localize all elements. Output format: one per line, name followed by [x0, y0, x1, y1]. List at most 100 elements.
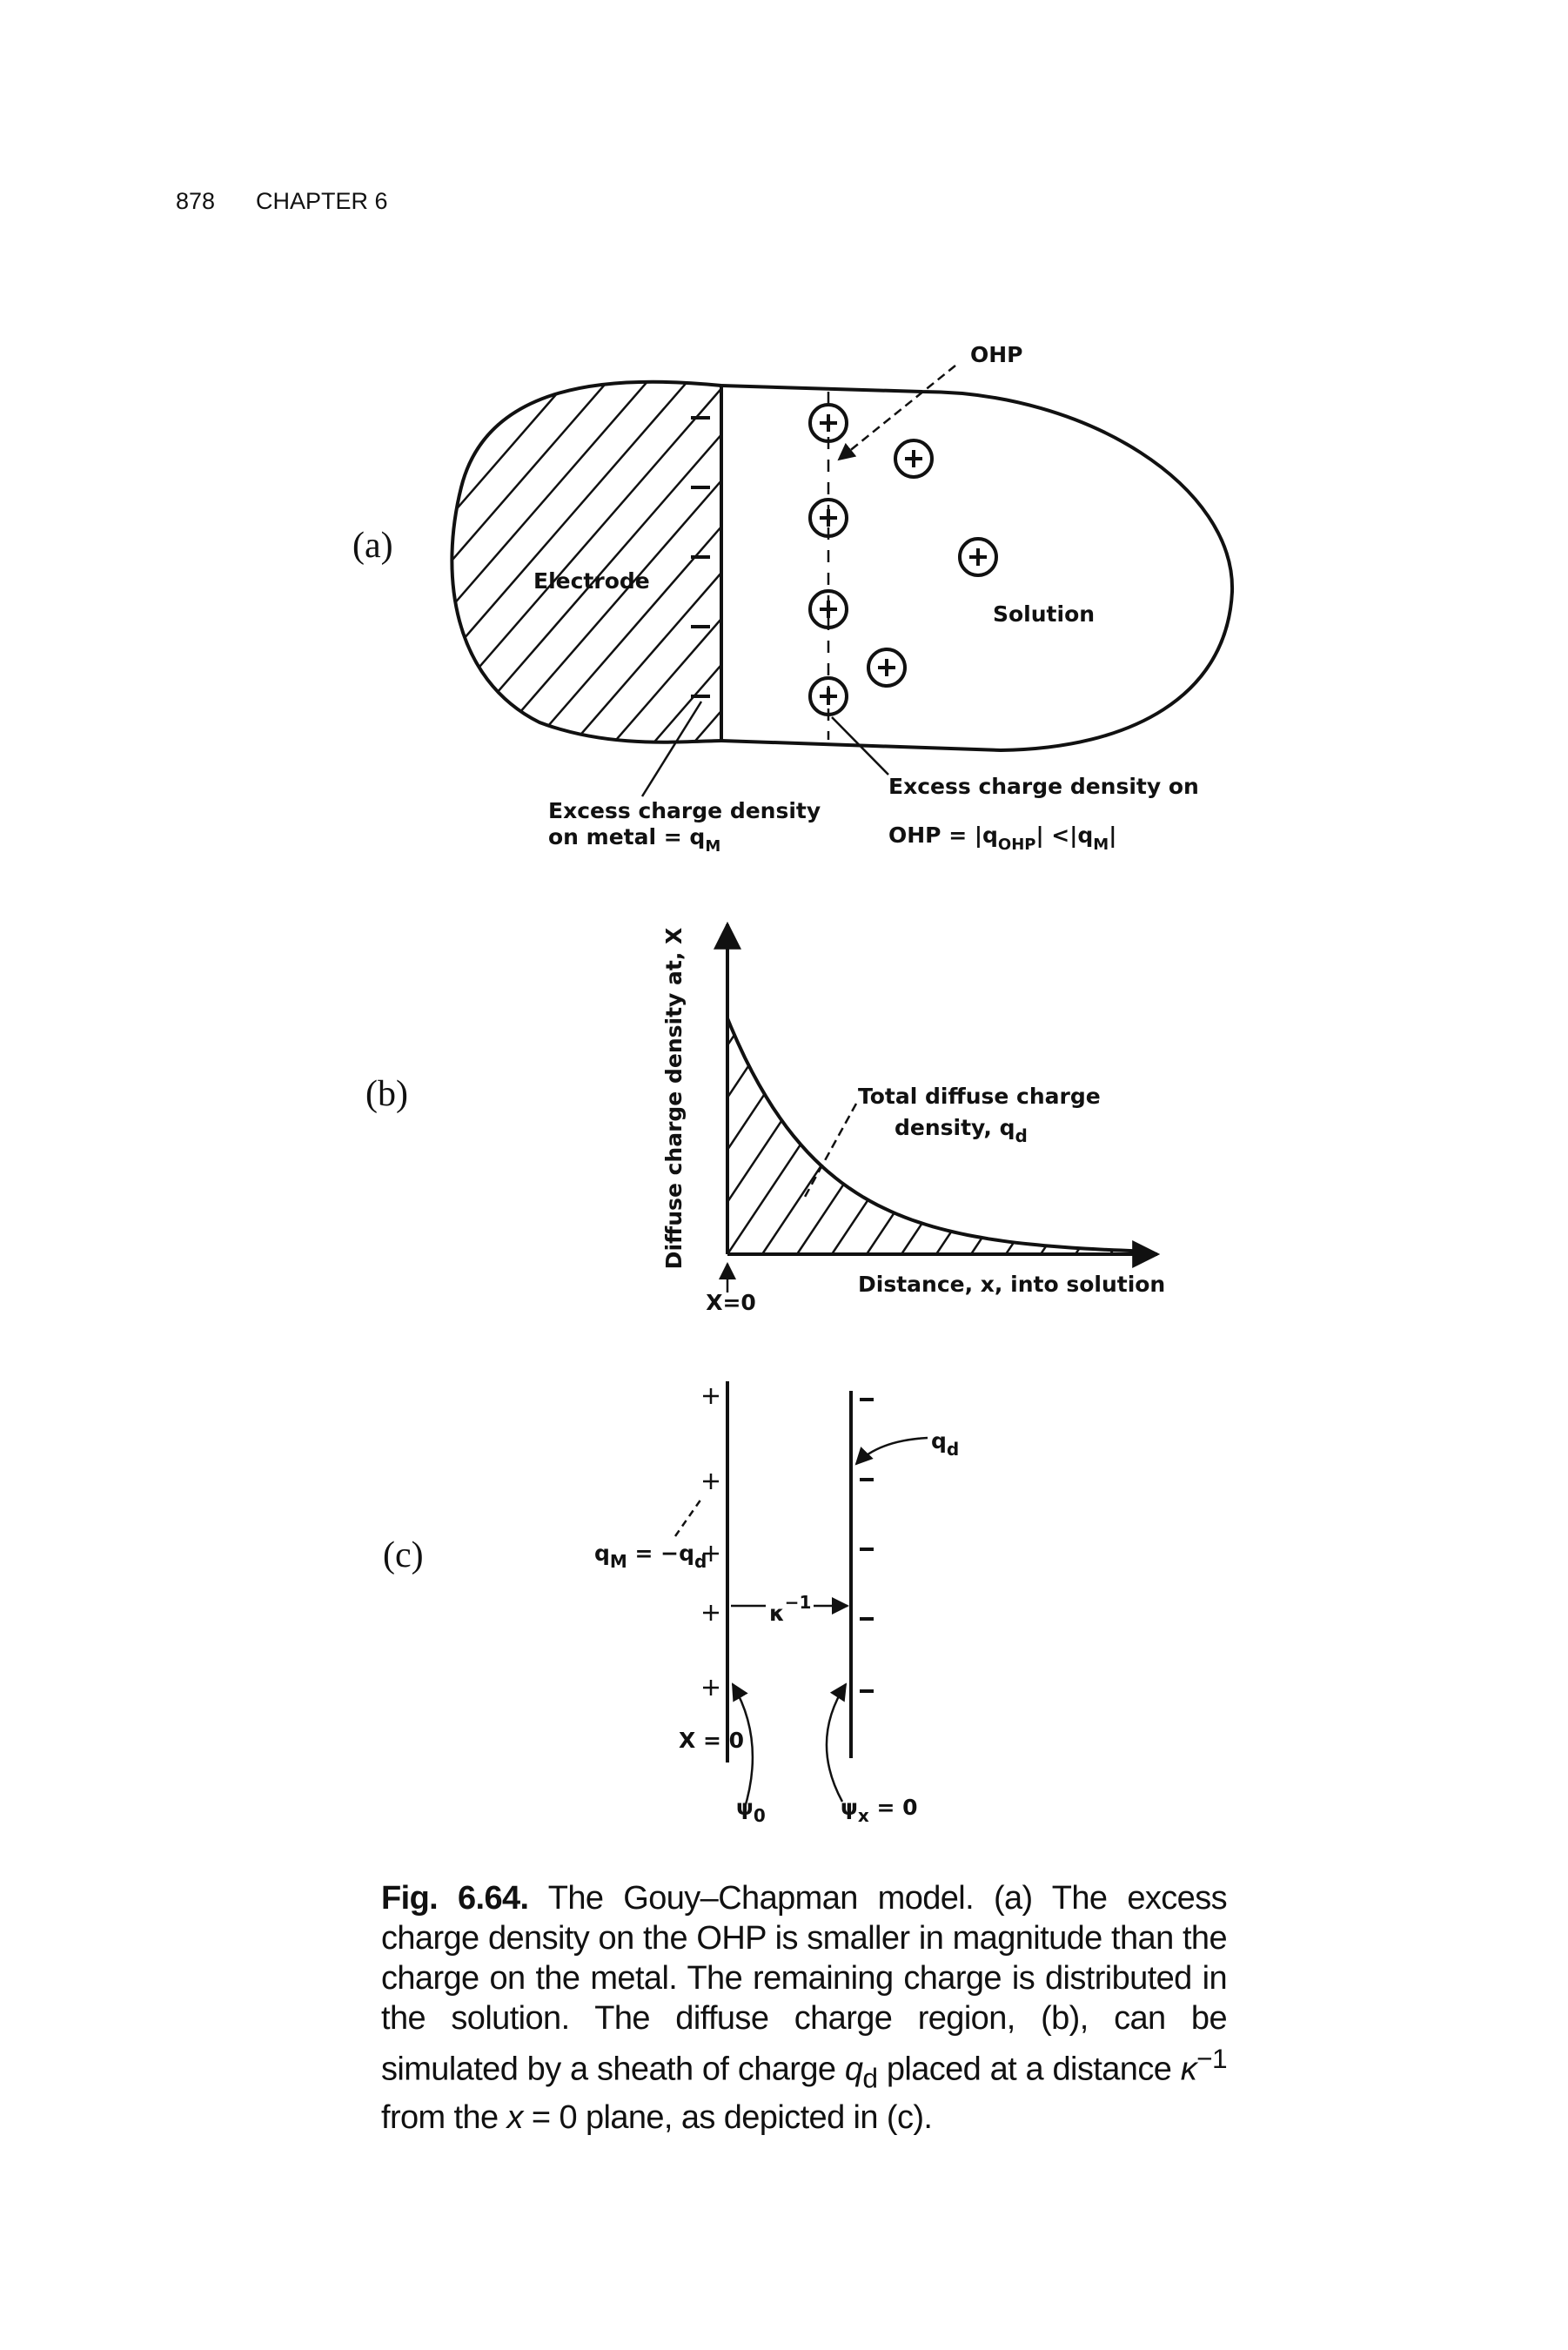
text: placed at a distance	[877, 2051, 1181, 2088]
subscript: M	[610, 1551, 627, 1572]
pointer	[803, 1103, 858, 1198]
chapter: CHAPTER 6	[256, 188, 388, 214]
text: κ	[1180, 2051, 1197, 2088]
solution-label: Solution	[993, 601, 1095, 627]
hatch-line	[452, 381, 622, 742]
hatch-line	[484, 993, 658, 1254]
caption: Fig. 6.64. The Gouy–Chapman model. (a) T…	[381, 1878, 1228, 2138]
panel-b: (b) Diffuse charge density at, X X=0 Dis…	[365, 921, 1389, 1315]
hatch-line	[1180, 993, 1354, 1254]
text: density, q	[895, 1115, 1015, 1140]
subscript: M	[705, 837, 720, 856]
text: q	[844, 2051, 863, 2088]
subscript: d	[862, 2062, 878, 2094]
hatch-line	[553, 381, 721, 742]
hatch-line	[1215, 993, 1389, 1254]
origin-label: X=0	[706, 1290, 756, 1315]
hatch-line	[727, 1018, 764, 1254]
text: from the	[381, 2099, 507, 2137]
origin-label: X = 0	[679, 1728, 744, 1753]
ohp-label: OHP	[970, 342, 1023, 367]
text: x	[506, 2099, 524, 2137]
pointer	[673, 1498, 703, 1537]
hatch-line	[452, 381, 462, 742]
hatch-line	[1074, 1018, 1149, 1254]
text: on metal = q	[548, 824, 705, 849]
hatch-line	[727, 1018, 868, 1254]
charge-hatching	[449, 993, 1389, 1254]
kappa-label: κ−1	[769, 1592, 811, 1626]
hatch-line	[452, 381, 502, 742]
electrode-hatching	[0, 366, 1302, 766]
hatch-line	[452, 381, 582, 742]
electrode-outline	[450, 379, 722, 744]
x-axis-label: Distance, x, into solution	[858, 1272, 1165, 1297]
panel-label: (c)	[383, 1535, 424, 1575]
subscript: 0	[754, 1805, 766, 1826]
panel-a: (a) OHP Electrode Solution Excess charge…	[0, 342, 1302, 856]
superscript: −1	[785, 1592, 812, 1613]
charge-curve	[726, 1017, 1149, 1253]
hatch-line	[73, 366, 421, 766]
hatch-line	[452, 381, 542, 742]
page-number: 878	[176, 188, 215, 214]
y-axis-label: Diffuse charge density at, X	[661, 928, 687, 1270]
ion	[808, 676, 848, 716]
figure: 878 CHAPTER 6 (a) OHP Electrode Solution…	[0, 188, 1389, 1826]
hatch-line	[727, 1018, 729, 1254]
ion	[867, 648, 907, 688]
psi0-label: ψ0	[736, 1795, 766, 1826]
ion	[958, 537, 998, 577]
text: = 0	[869, 1795, 918, 1820]
hatch-line	[1143, 1018, 1149, 1254]
metal-charge-label: on metal = qM	[548, 824, 720, 856]
text: = 0 plane, as depicted in (c).	[522, 2099, 933, 2137]
sheath-label: qd	[931, 1428, 959, 1460]
hatch-line	[452, 381, 721, 742]
text: = −q	[627, 1541, 694, 1566]
subscript: d	[694, 1551, 707, 1572]
pointer	[731, 1682, 754, 1811]
subscript: d	[947, 1439, 959, 1460]
panel-c: (c) qd qM = −qd κ−1 X = 0 ψ0 ψx = 0	[383, 1381, 959, 1826]
psix-label: ψx = 0	[841, 1795, 918, 1826]
ion	[808, 589, 848, 629]
text: q	[594, 1541, 610, 1566]
hatch-line	[452, 381, 702, 742]
panel-label: (b)	[365, 1074, 408, 1114]
hatch-line	[727, 1018, 799, 1254]
hatch-line	[1039, 1018, 1149, 1254]
caption-label: Fig. 6.64.	[381, 1880, 529, 1917]
text: OHP = |q	[888, 822, 998, 848]
electrode-label: Electrode	[533, 568, 650, 594]
pointer	[831, 716, 889, 776]
hatch-line	[1109, 1018, 1149, 1254]
hatch-line	[449, 993, 623, 1254]
hatch-line	[754, 366, 1102, 766]
annotation: density, qd	[895, 1115, 1028, 1146]
hatch-line	[33, 366, 381, 766]
pointer	[854, 1436, 928, 1466]
metal-charge-label: Excess charge density	[548, 798, 821, 823]
hatch-line	[0, 366, 341, 766]
annotation: Total diffuse charge	[858, 1084, 1101, 1109]
ion	[808, 498, 848, 538]
subscript: M	[1093, 836, 1109, 854]
hatch-line	[513, 381, 721, 742]
ohp-charge-label: Excess charge density on	[888, 774, 1199, 799]
ion	[894, 439, 934, 479]
hatch-line	[954, 366, 1302, 766]
hatch-line	[0, 366, 301, 766]
text: The Gouy–Chapman model. (a) The excess c…	[381, 1880, 1228, 2088]
subscript: d	[1015, 1125, 1028, 1146]
hatch-line	[1004, 1018, 1149, 1254]
metal-label: qM = −qd	[594, 1541, 707, 1572]
hatch-line	[633, 381, 721, 742]
ohp-pointer	[837, 365, 956, 461]
subscript: OHP	[998, 836, 1036, 854]
subscript: x	[858, 1805, 869, 1826]
ion	[808, 403, 848, 443]
ohp-charge-label: OHP = |qOHP| <|qM|	[888, 822, 1116, 854]
